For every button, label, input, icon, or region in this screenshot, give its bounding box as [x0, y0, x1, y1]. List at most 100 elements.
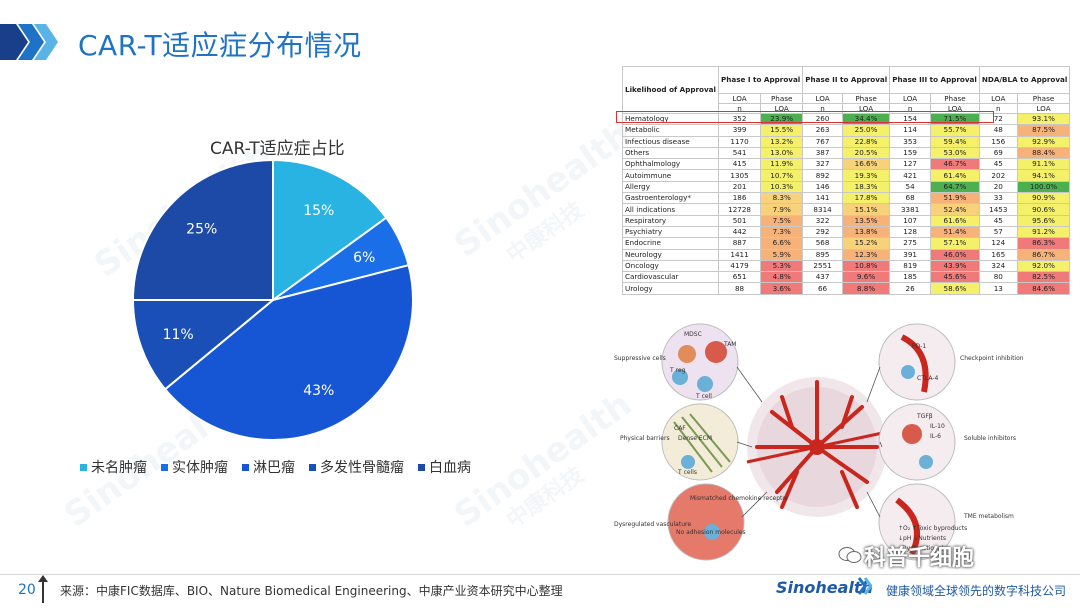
legend-label: 未名肿瘤 — [91, 460, 147, 476]
pie-slice — [163, 263, 414, 441]
table-cell-loa: 4.8% — [760, 271, 804, 284]
table-cell-loa: 87.5% — [1016, 124, 1071, 137]
treg-cell-icon — [672, 369, 688, 385]
table-subheader-cell: LOA — [802, 93, 843, 104]
table-cell-n: 141 — [802, 192, 843, 205]
diag-label-toxic: ↑O₂ ↑Toxic byproducts — [898, 525, 967, 532]
table-cell-loa: 45.6% — [930, 271, 980, 284]
table-cell-loa: 90.9% — [1016, 192, 1071, 205]
table-cell-loa: 8.3% — [760, 192, 804, 205]
table-cell-n: 399 — [717, 124, 762, 137]
table-cell-loa: 84.6% — [1016, 282, 1071, 295]
table-row: Endocrine 887 6.6% 568 15.2% 275 57.1% 124 86.3% — [622, 237, 1071, 250]
diag-label-tam: TAM — [723, 341, 736, 348]
table-subheader-cell: Phase — [1016, 93, 1071, 104]
table-cell-loa: 53.0% — [930, 146, 980, 160]
diag-label-tme: TME metabolism — [963, 513, 1014, 520]
table-cell-loa: 5.9% — [760, 248, 804, 261]
table-cell-loa: 95.6% — [1016, 214, 1071, 227]
footer-divider — [0, 574, 1080, 575]
legend-swatch — [309, 463, 316, 471]
table-row-label: Urology — [622, 282, 719, 295]
diag-label-treg: T reg — [669, 367, 686, 374]
table-cell-n: 895 — [802, 248, 843, 261]
table-cell-n: 275 — [889, 237, 932, 250]
t-cell-icon — [919, 455, 933, 469]
table-subheader-cell: LOA — [978, 93, 1018, 104]
table-row: Allergy 201 10.3% 146 18.3% 54 64.7% 20 100.0% — [622, 180, 1071, 194]
table-cell-loa: 90.6% — [1016, 203, 1071, 216]
diag-label-tcell: T cell — [695, 393, 712, 400]
diag-label-dysfunction: Dysfunctional — [902, 545, 943, 552]
table-cell-n: 501 — [717, 214, 762, 227]
table-row: Neurology 1411 5.9% 895 12.3% 391 46.0% 165 86.7… — [622, 248, 1071, 261]
table-cell-n: 57 — [978, 225, 1018, 239]
table-cell-loa: 92.0% — [1016, 259, 1071, 273]
table-row: Urology 88 3.6% 66 8.8% 26 58.6% 13 84.6% — [622, 282, 1071, 295]
table-cell-loa: 5.3% — [760, 259, 804, 273]
watermark-cn: 中康科技 — [502, 197, 589, 269]
table-subheader-cell: LOA — [717, 93, 762, 104]
table-cell-n: 2551 — [802, 259, 843, 273]
table-cell-n: 3381 — [889, 203, 932, 216]
diag-label-dysregulated: Dysregulated vasculature — [614, 521, 691, 528]
table-row-label: Metabolic — [622, 124, 719, 137]
watermark-brand: Sinohealth — [447, 114, 639, 266]
legend-item: 白血病 — [418, 457, 471, 477]
dysregulated-vasculature-circle — [667, 483, 745, 561]
pie-slice-label: 11% — [163, 327, 194, 343]
table-row: Others 541 13.0% 387 20.5% 159 53.0% 69 88.4% — [622, 146, 1071, 160]
diag-label-il10: IL-10 — [930, 423, 945, 430]
table-cell-n: 156 — [978, 135, 1018, 148]
source-note: 来源：中康FIC数据库、BIO、Nature Biomedical Engine… — [60, 584, 563, 598]
table-row: Cardiovascular 651 4.8% 437 9.6% 185 45.6% 80 82… — [622, 271, 1071, 284]
table-cell-n: 13 — [978, 282, 1018, 295]
table-cell-loa: 3.6% — [760, 282, 804, 295]
pie-slice-label: 6% — [353, 250, 375, 266]
table-cell-n: 415 — [717, 158, 762, 171]
header-chevron-icon — [0, 24, 58, 60]
legend-swatch — [242, 463, 249, 471]
table-cell-n: 114 — [889, 124, 932, 137]
t-cell-icon — [901, 365, 915, 379]
table-cell-loa: 91.1% — [1016, 158, 1071, 171]
table-subheader-cell: Phase — [760, 93, 804, 104]
table-cell-n: 767 — [802, 135, 843, 148]
table-cell-loa: 10.7% — [760, 169, 804, 182]
legend-label: 实体肿瘤 — [172, 460, 228, 476]
table-row: Respiratory 501 7.5% 322 13.5% 107 61.6% 45 95.6… — [622, 214, 1071, 227]
table-cell-loa: 16.6% — [841, 158, 891, 171]
diag-label-tcells: T cells — [677, 469, 697, 476]
diag-label-suppressive: Suppressive cells — [614, 355, 666, 362]
table-cell-loa: 20.5% — [841, 146, 891, 160]
table-cell-loa: 13.2% — [760, 135, 804, 148]
tme-diagram: Suppressive cells MDSC TAM T reg T cell … — [614, 323, 1024, 561]
pie-legend: 未名肿瘤 实体肿瘤 淋巴瘤 多发性骨髓瘤 白血病 — [80, 457, 471, 477]
table-row-label: Gastroenterology* — [622, 192, 719, 205]
table-cell-loa: 18.3% — [841, 180, 891, 194]
legend-label: 多发性骨髓瘤 — [320, 460, 404, 476]
legend-item: 多发性骨髓瘤 — [309, 457, 404, 477]
diag-label-caf: CAF — [674, 425, 686, 432]
table-cell-loa: 59.4% — [930, 135, 980, 148]
table-cell-loa: 7.9% — [760, 203, 804, 216]
diag-label-mdsc: MDSC — [684, 331, 702, 338]
table-cell-loa: 58.6% — [930, 282, 980, 295]
table-cell-n: 124 — [978, 237, 1018, 250]
t-cell-icon — [697, 376, 713, 392]
table-cell-loa: 22.8% — [841, 135, 891, 148]
table-cell-loa: 15.1% — [841, 203, 891, 216]
table-subheader-cell: LOA — [889, 93, 932, 104]
checkpoint-circle — [878, 323, 956, 401]
table-group-header: Phase I to Approval — [717, 66, 804, 94]
brand-logo-icon — [858, 577, 872, 595]
table-cell-n: 128 — [889, 225, 932, 239]
table-cell-n: 322 — [802, 214, 843, 227]
table-row-label: Autoimmune — [622, 169, 719, 182]
table-cell-loa: 46.0% — [930, 248, 980, 261]
table-cell-loa: 8.8% — [841, 282, 891, 295]
pie-slice — [131, 158, 274, 301]
table-cell-loa: 43.9% — [930, 259, 980, 273]
table-cell-loa: 55.7% — [930, 124, 980, 137]
pie-slice-label: 25% — [186, 222, 217, 238]
